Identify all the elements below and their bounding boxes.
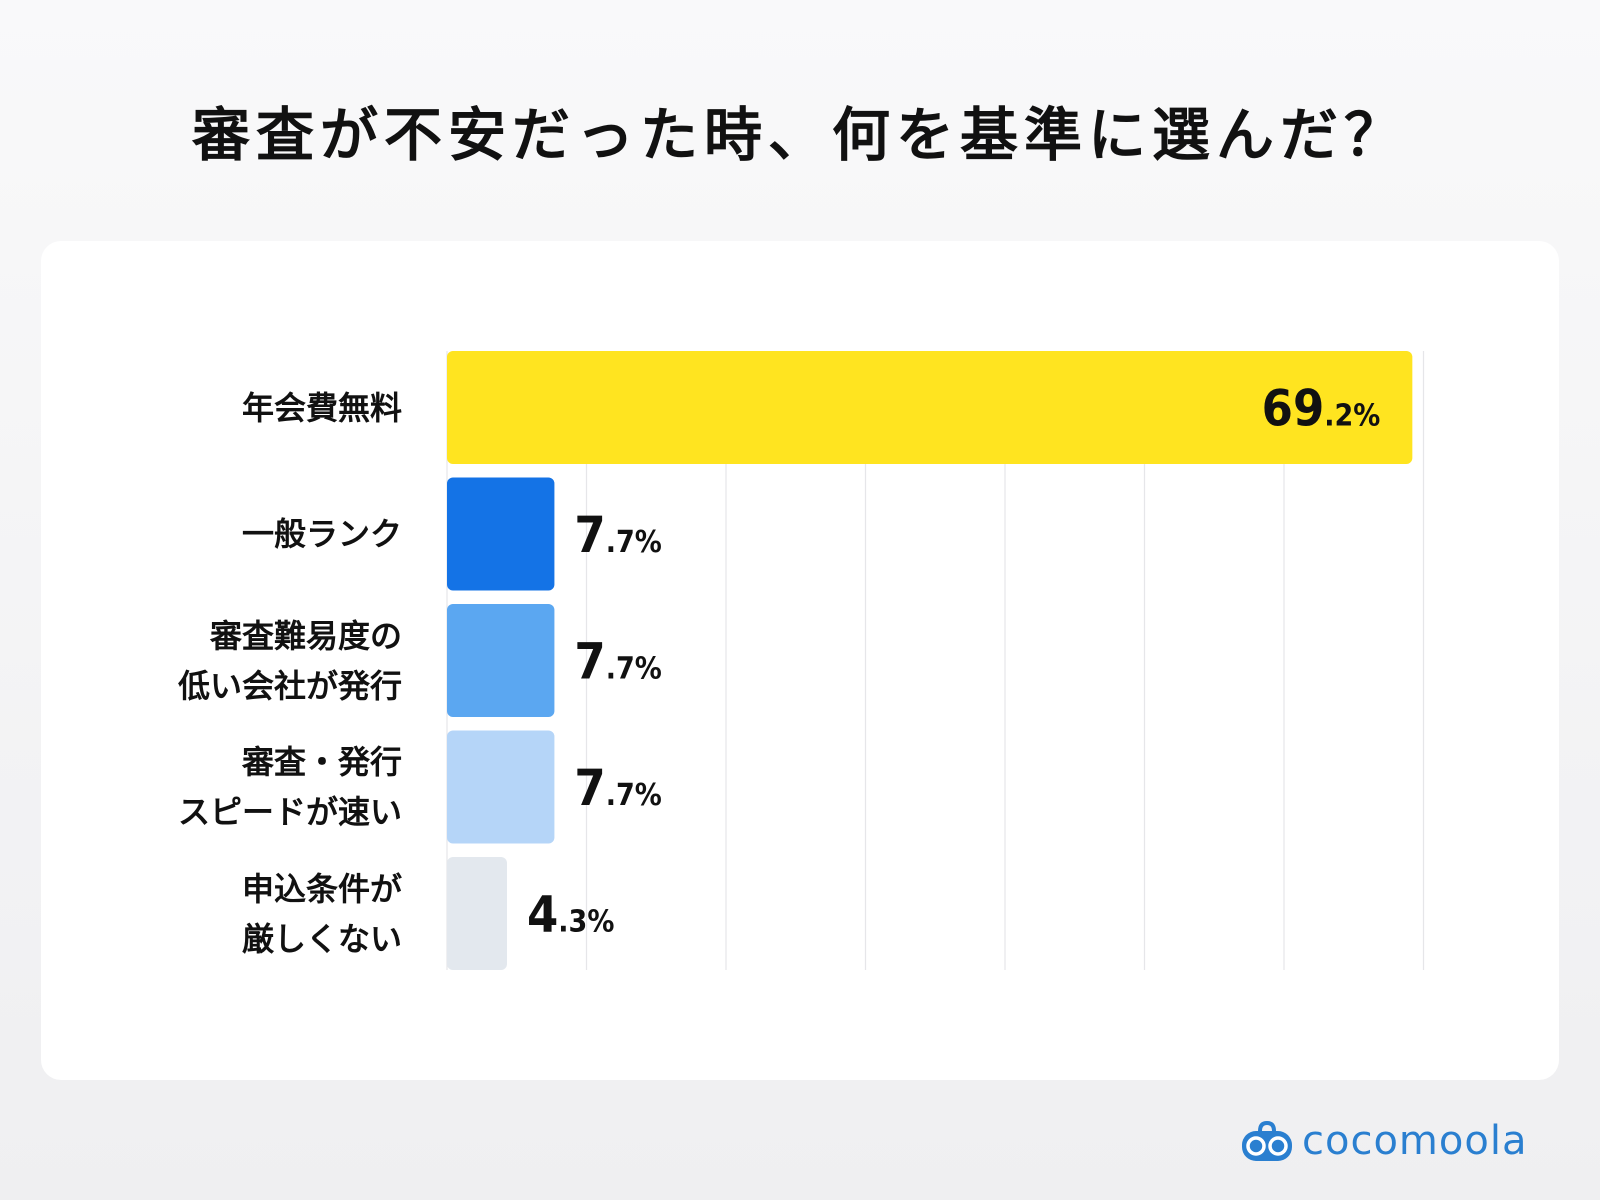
chart-title: 審査が不安だった時、何を基準に選んだ？: [191, 101, 1408, 169]
data-label: 69.2%: [1262, 380, 1381, 438]
brand-logo: cocomoola: [1240, 1118, 1527, 1164]
data-label: 7.7%: [574, 759, 661, 817]
category-label-line: スピードが速い: [177, 793, 402, 831]
data-label: 7.7%: [574, 506, 661, 564]
category-label-line: 厳しくない: [241, 919, 402, 958]
category-label: 申込条件が厳しくない: [82, 864, 402, 964]
data-label: 7.7%: [574, 633, 661, 691]
bar: [447, 351, 1413, 464]
category-label: 年会費無料: [82, 383, 402, 433]
bar: [447, 730, 555, 844]
bar: [447, 477, 555, 591]
category-label: 審査難易度の低い会社が発行: [82, 611, 402, 711]
data-label: 4.3%: [527, 886, 614, 944]
category-label-line: 年会費無料: [241, 388, 402, 427]
logo-icon: [1242, 1120, 1292, 1161]
brand-name: cocomoola: [1302, 1118, 1528, 1164]
category-label-line: 低い会社が発行: [177, 666, 402, 705]
bar: [447, 857, 507, 970]
category-label-line: 審査・発行: [241, 743, 402, 781]
category-label-line: 審査難易度の: [209, 616, 402, 655]
category-label: 一般ランク: [82, 509, 402, 559]
bar: [447, 604, 555, 717]
category-label-line: 申込条件が: [241, 869, 402, 908]
category-label: 審査・発行スピードが速い: [82, 737, 402, 837]
category-label-line: 一般ランク: [241, 515, 402, 553]
